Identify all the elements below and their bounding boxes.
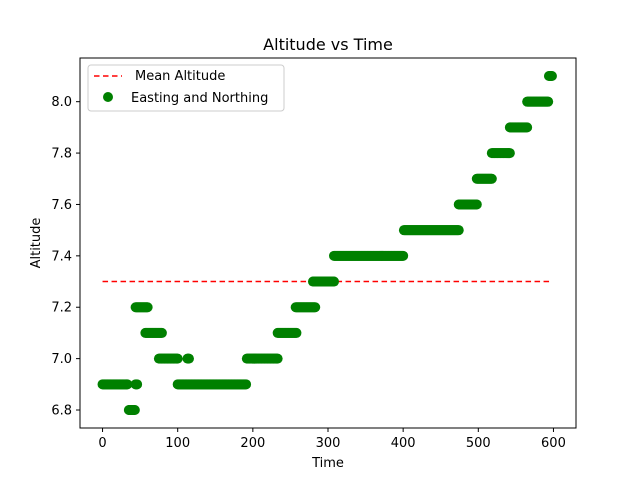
legend: Mean Altitude Easting and Northing xyxy=(87,64,285,112)
axis-ticks: 0 100 200 300 400 500 600 6.8 7.0 7.2 7.4 7.6 7.8 8.0 xyxy=(51,95,566,451)
data-point xyxy=(122,379,133,390)
data-point xyxy=(471,199,482,210)
data-point xyxy=(504,148,515,159)
data-point xyxy=(310,302,321,313)
data-point xyxy=(398,250,409,261)
y-tick-label: 7.0 xyxy=(51,352,72,367)
y-axis-label: Altitude xyxy=(29,218,44,269)
data-point xyxy=(172,353,183,364)
data-point xyxy=(156,327,167,338)
x-tick-label: 400 xyxy=(391,436,416,451)
data-point xyxy=(183,353,194,364)
y-tick-label: 6.8 xyxy=(51,404,72,419)
x-tick-label: 200 xyxy=(240,436,265,451)
x-tick-label: 600 xyxy=(541,436,566,451)
data-point xyxy=(241,379,252,390)
x-axis-label: Time xyxy=(311,456,344,471)
plot-area xyxy=(97,70,557,416)
legend-box xyxy=(87,64,285,112)
x-tick-label: 500 xyxy=(466,436,491,451)
data-point xyxy=(142,302,153,313)
data-point xyxy=(272,353,283,364)
legend-easting-northing-marker xyxy=(103,92,113,102)
data-point xyxy=(546,70,557,81)
data-point xyxy=(486,173,497,184)
y-tick-label: 7.4 xyxy=(51,249,72,264)
data-point xyxy=(329,276,340,287)
y-tick-label: 7.8 xyxy=(51,147,72,162)
y-tick-label: 7.2 xyxy=(51,301,72,316)
data-point xyxy=(543,96,554,107)
x-tick-label: 0 xyxy=(98,436,106,451)
y-tick-label: 8.0 xyxy=(51,95,72,110)
x-tick-label: 300 xyxy=(316,436,341,451)
legend-label-mean-altitude: Mean Altitude xyxy=(135,69,225,84)
data-point xyxy=(291,327,302,338)
y-tick-label: 7.6 xyxy=(51,198,72,213)
data-point xyxy=(453,225,464,236)
data-point xyxy=(522,122,533,133)
legend-label-easting-northing: Easting and Northing xyxy=(131,91,268,106)
chart-title: Altitude vs Time xyxy=(263,35,393,54)
x-tick-label: 100 xyxy=(165,436,190,451)
data-point xyxy=(129,405,140,416)
data-point xyxy=(132,379,143,390)
